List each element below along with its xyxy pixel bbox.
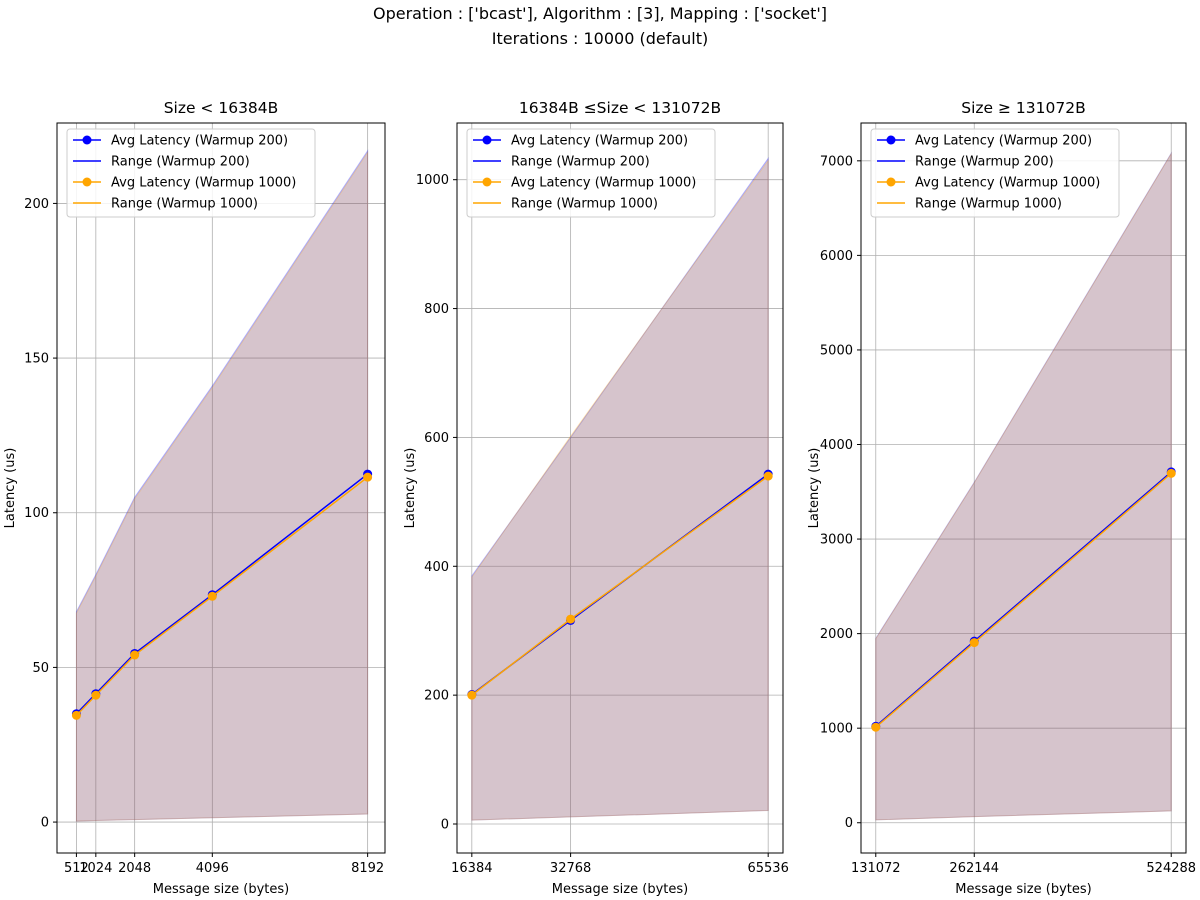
avg-latency-point [871, 722, 881, 732]
x-tick-label: 65536 [747, 861, 788, 876]
axes-frame [456, 122, 784, 854]
y-tick-label: 7000 [820, 154, 853, 169]
figure-suptitle-line1: Operation : ['bcast'], Algorithm : [3], … [372, 4, 827, 23]
y-tick-label: 0 [41, 816, 49, 831]
legend: Avg Latency (Warmup 200) Range (Warmup 20… [466, 128, 716, 218]
y-tick-label: 600 [424, 431, 449, 446]
legend-entry-label: Range (Warmup 1000) [111, 197, 258, 212]
legend-entry-label: Avg Latency (Warmup 200) [511, 134, 688, 149]
x-tick-label: 131072 [851, 861, 901, 876]
y-tick-label: 1000 [820, 722, 853, 737]
x-axis-label: Message size (bytes) [552, 882, 688, 897]
legend-entry-label: Avg Latency (Warmup 1000) [511, 176, 696, 191]
avg-latency-point [969, 638, 979, 648]
legend-swatch-marker [82, 135, 92, 145]
avg-latency-point [1166, 468, 1176, 478]
y-tick-label: 3000 [820, 533, 853, 548]
legend-swatch-marker [886, 177, 896, 187]
x-tick-label: 1024 [79, 861, 112, 876]
chart-panel-3: 131072 262144 524288 0 1000 2000 3000 4000 5000 6… [807, 99, 1196, 897]
y-tick-label: 50 [32, 661, 49, 676]
range-band-2 [875, 151, 1172, 821]
y-tick-label: 6000 [820, 249, 853, 264]
legend-entry-label: Range (Warmup 1000) [915, 197, 1062, 212]
y-tick-label: 200 [424, 689, 449, 704]
legend-entry-label: Range (Warmup 200) [511, 155, 650, 170]
figure-suptitle-line2: Iterations : 10000 (default) [491, 29, 709, 48]
y-tick-label: 2000 [820, 627, 853, 642]
y-axis-label: Latency (us) [807, 448, 822, 529]
y-tick-label: 100 [24, 506, 49, 521]
range-band-1 [75, 149, 369, 822]
avg-latency-point [207, 591, 217, 601]
axes-frame [860, 122, 1187, 854]
chart-title: 16384B ≤Size < 131072B [519, 99, 721, 117]
y-tick-label: 5000 [820, 343, 853, 358]
axes-frame [56, 122, 386, 854]
avg-latency-point [566, 614, 576, 624]
legend-entry-label: Avg Latency (Warmup 200) [915, 134, 1092, 149]
chart-panel-2: 16384 32768 65536 0 200 400 600 800 1000 16384B ≤… [403, 99, 789, 897]
x-axis-label: Message size (bytes) [153, 882, 289, 897]
avg-latency-point [763, 471, 773, 481]
legend: Avg Latency (Warmup 200) Range (Warmup 20… [870, 128, 1120, 218]
chart-title: Size ≥ 131072B [961, 99, 1085, 117]
x-tick-label: 512 [64, 861, 89, 876]
legend-box [870, 128, 1120, 218]
y-tick-label: 4000 [820, 438, 853, 453]
y-tick-label: 400 [424, 560, 449, 575]
range-band-2 [75, 150, 369, 822]
x-tick-label: 524288 [1146, 861, 1196, 876]
legend-entry-label: Avg Latency (Warmup 200) [111, 134, 288, 149]
y-tick-label: 0 [441, 818, 449, 833]
legend-entry-label: Range (Warmup 1000) [511, 197, 658, 212]
avg-latency-point [363, 472, 373, 482]
range-band-1 [875, 151, 1172, 821]
y-axis-label: Latency (us) [3, 448, 18, 529]
legend-entry-label: Range (Warmup 200) [111, 155, 250, 170]
legend-box [66, 128, 316, 218]
y-tick-label: 200 [24, 197, 49, 212]
legend: Avg Latency (Warmup 200) Range (Warmup 20… [66, 128, 316, 218]
legend-swatch-marker [82, 177, 92, 187]
legend-swatch-marker [482, 135, 492, 145]
x-tick-label: 2048 [118, 861, 151, 876]
x-tick-label: 8192 [351, 861, 384, 876]
y-axis-label: Latency (us) [403, 448, 418, 529]
legend-swatch-marker [482, 177, 492, 187]
avg-latency-point [467, 690, 477, 700]
x-axis-label: Message size (bytes) [955, 882, 1091, 897]
x-tick-label: 262144 [949, 861, 999, 876]
legend-swatch-marker [886, 135, 896, 145]
avg-latency-point [91, 690, 101, 700]
legend-entry-label: Range (Warmup 200) [915, 155, 1054, 170]
y-tick-label: 0 [845, 816, 853, 831]
legend-box [466, 128, 716, 218]
x-tick-label: 4096 [196, 861, 229, 876]
y-tick-label: 150 [24, 352, 49, 367]
legend-entry-label: Avg Latency (Warmup 1000) [915, 176, 1100, 191]
y-tick-label: 800 [424, 302, 449, 317]
avg-latency-point [130, 650, 140, 660]
avg-latency-point [71, 710, 81, 720]
chart-title: Size < 16384B [164, 99, 279, 117]
range-band-2 [471, 158, 769, 821]
legend-entry-label: Avg Latency (Warmup 1000) [111, 176, 296, 191]
range-band-1 [471, 156, 769, 821]
y-tick-label: 1000 [416, 173, 449, 188]
x-tick-label: 32768 [550, 861, 591, 876]
x-tick-label: 16384 [451, 861, 492, 876]
